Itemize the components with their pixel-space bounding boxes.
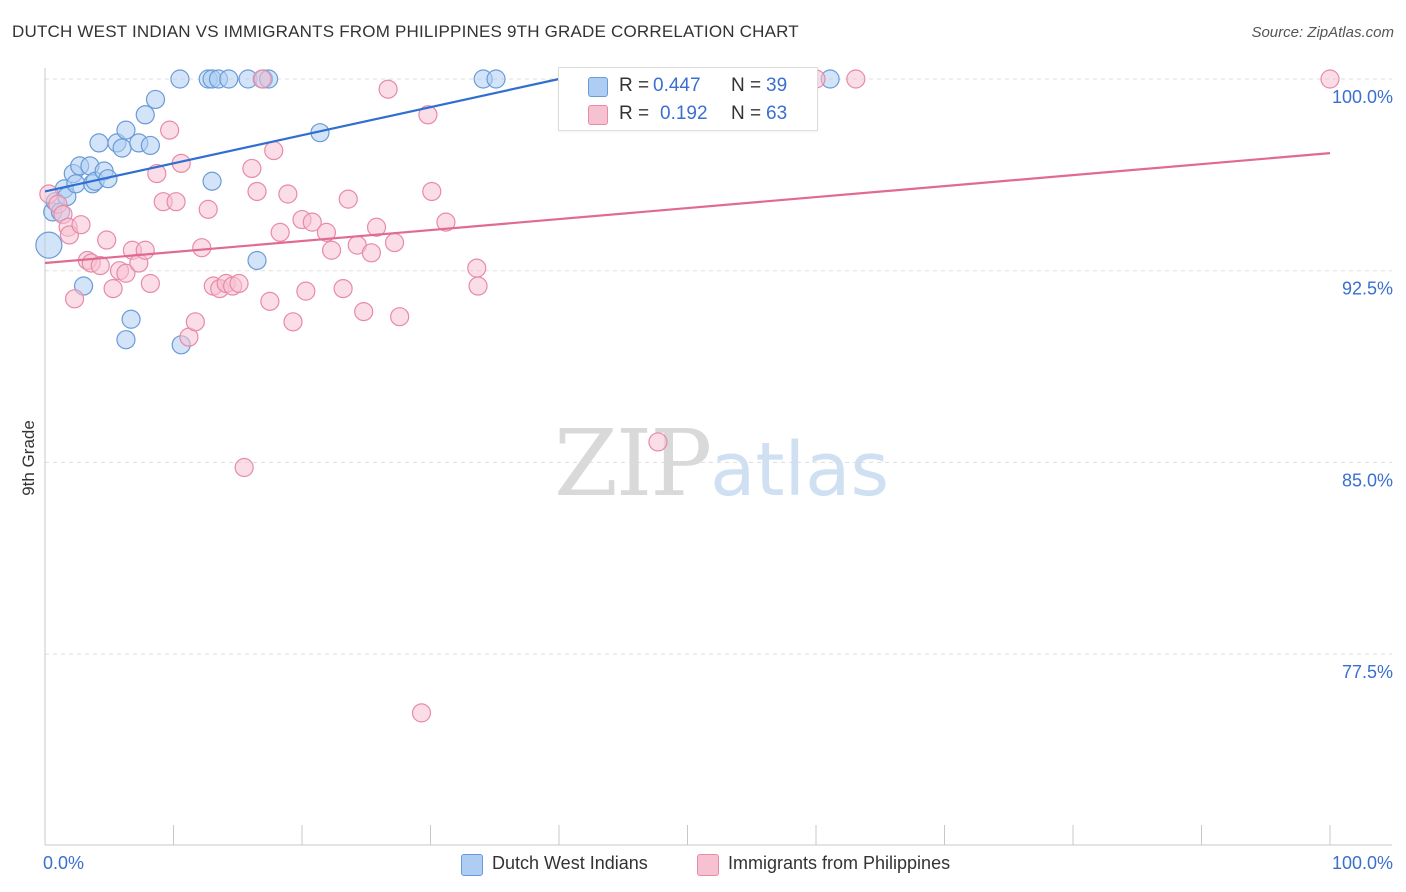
dutch-west-indians-point [145, 89, 166, 110]
philippines-point [384, 232, 405, 253]
philippines-point [160, 120, 180, 140]
philippines-point [64, 289, 85, 309]
legend-label: Immigrants from Philippines [728, 853, 951, 873]
philippines-point [296, 281, 316, 301]
philippines-point [90, 255, 110, 276]
pink-swatch [697, 854, 719, 876]
philippines-point [97, 230, 117, 250]
n-label: N = [731, 103, 762, 124]
philippines-point [116, 263, 136, 283]
x-tick-label: 0.0% [43, 853, 84, 873]
philippines-point [198, 199, 218, 219]
watermark-atlas: atlas [710, 427, 889, 513]
dutch-west-indians-point [170, 69, 190, 89]
philippines-point [361, 243, 381, 263]
dutch-west-indians-trend-line [44, 77, 560, 193]
y-tick-label: 100.0% [1332, 87, 1393, 107]
philippines-point [185, 312, 205, 332]
blue-swatch [461, 854, 483, 876]
y-tick-label: 77.5% [1342, 662, 1393, 682]
dutch-west-indians-point [486, 69, 506, 89]
philippines-trend-line [44, 152, 1331, 265]
philippines-point [302, 212, 322, 232]
x-tick-label: 100.0% [1332, 853, 1393, 873]
philippines-point [283, 312, 303, 332]
axes [44, 68, 1392, 846]
n-label: N = [731, 75, 762, 96]
n-value: 39 [766, 75, 788, 96]
philippines-point [846, 69, 866, 89]
dutch-west-indians-point [35, 231, 63, 259]
trend-lines [44, 77, 1331, 265]
philippines-point [242, 158, 262, 179]
philippines-point [468, 276, 488, 296]
philippines-point [252, 69, 272, 89]
dutch-west-indians-point [219, 69, 239, 89]
philippines-point [354, 301, 374, 322]
philippines-point [270, 222, 290, 242]
philippines-point [418, 105, 438, 125]
philippines-point [390, 307, 410, 327]
philippines-point [338, 189, 358, 209]
philippines-point [422, 181, 442, 202]
y-tick-label: 85.0% [1342, 470, 1393, 490]
philippines-point [316, 222, 337, 242]
philippines-point [1320, 69, 1340, 89]
blue-swatch [588, 77, 608, 97]
philippines-point [103, 278, 123, 299]
stats-legend: R = 0.447 N = 39 R = 0.192 N = 63 [558, 67, 818, 131]
philippines-point [264, 140, 284, 161]
philippines-point [229, 273, 249, 294]
dutch-west-indians-point [202, 171, 222, 191]
dutch-west-indians-point [116, 120, 136, 140]
dutch-west-indians-point [140, 135, 160, 156]
data-points [35, 69, 1340, 723]
n-value: 63 [766, 103, 788, 124]
dutch-west-indians-point [247, 250, 267, 271]
philippines-point [378, 79, 398, 99]
dutch-west-indians-point [112, 138, 132, 158]
watermark: ZIPatlas [554, 410, 889, 517]
philippines-point [247, 181, 267, 202]
r-label: R = [619, 75, 650, 96]
philippines-point [411, 703, 432, 723]
philippines-point [166, 192, 186, 212]
dutch-west-indians-point [89, 133, 109, 153]
philippines-point [333, 278, 353, 299]
r-value: 0.192 [660, 103, 708, 124]
philippines-point [467, 258, 487, 278]
philippines-point [71, 215, 91, 235]
y-axis-title: 9th Grade [19, 420, 38, 496]
dutch-west-indians-point [135, 105, 155, 125]
y-tick-label: 92.5% [1342, 279, 1393, 299]
philippines-point [436, 212, 456, 232]
dutch-west-indians-point [121, 309, 141, 329]
series-legend: Dutch West Indians Immigrants from Phili… [0, 850, 1406, 880]
stats-legend-row-pink: R = 0.192 N = 63 [559, 100, 817, 128]
philippines-point [140, 273, 160, 294]
philippines-point [278, 184, 298, 204]
philippines-point [260, 291, 280, 311]
pink-swatch [588, 105, 608, 125]
philippines-point [234, 457, 254, 478]
r-label: R = [619, 103, 650, 124]
philippines-point [135, 240, 155, 260]
axis-labels: 100.0% 92.5% 85.0% 77.5% 0.0% 100.0% 9th Grade [19, 87, 1393, 873]
source-credit: Source: ZipAtlas.com [1251, 24, 1394, 41]
philippines-point [192, 238, 212, 258]
stats-legend-row-blue: R = 0.447 N = 39 [559, 72, 817, 100]
r-value: 0.447 [653, 75, 701, 96]
chart-title: DUTCH WEST INDIAN VS IMMIGRANTS FROM PHI… [12, 22, 799, 41]
dutch-west-indians-point [116, 330, 136, 350]
philippines-point [366, 217, 387, 237]
philippines-point [321, 240, 342, 260]
legend-label: Dutch West Indians [492, 853, 648, 873]
philippines-point [648, 432, 668, 452]
watermark-zip: ZIP [554, 410, 712, 517]
